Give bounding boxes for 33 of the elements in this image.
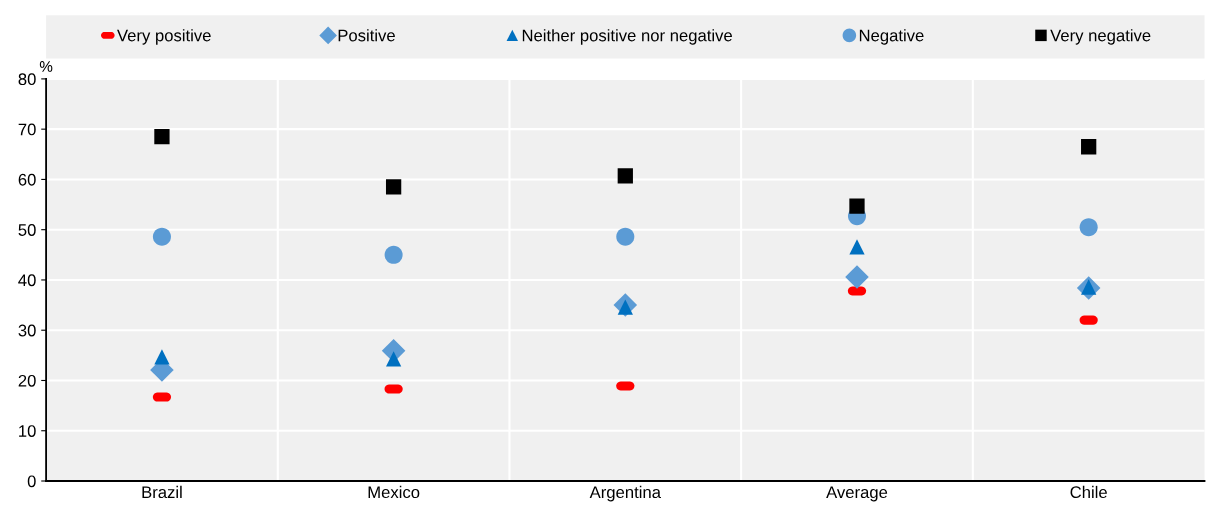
legend-label: Very positive xyxy=(117,29,211,45)
x-tick-label: Argentina xyxy=(589,485,661,502)
point xyxy=(617,168,633,184)
point xyxy=(616,227,635,246)
point xyxy=(154,349,170,365)
point xyxy=(154,129,170,145)
y-tick-label: 70 xyxy=(18,123,36,136)
y-axis-title: % xyxy=(39,61,53,72)
legend-label: Neither positive nor negative xyxy=(522,29,732,45)
x-tick-label: Brazil xyxy=(142,485,182,499)
x-tick-label: Average xyxy=(826,486,888,502)
legend-label: Positive xyxy=(338,29,395,42)
legend-label: Negative xyxy=(859,29,924,45)
y-tick-label: 10 xyxy=(19,425,36,437)
y-tick-label: 80 xyxy=(18,73,36,86)
x-tick-label: Chile xyxy=(1070,485,1107,499)
y-tick-label: 40 xyxy=(18,274,36,287)
y-tick-label: 20 xyxy=(18,374,36,387)
point xyxy=(849,198,865,214)
point xyxy=(845,265,869,289)
point xyxy=(384,245,403,264)
y-tick-label: 50 xyxy=(18,224,36,236)
y-tick-label: 60 xyxy=(18,173,36,186)
legend-label: Very negative xyxy=(1050,29,1151,45)
point xyxy=(385,351,402,367)
point xyxy=(385,179,402,195)
point xyxy=(1081,139,1097,155)
y-tick-label: 30 xyxy=(18,324,36,337)
point xyxy=(152,227,171,246)
point xyxy=(849,239,865,255)
x-tick-label: Mexico xyxy=(368,485,420,499)
point xyxy=(1079,218,1098,237)
y-tick-label: 0 xyxy=(27,475,36,488)
